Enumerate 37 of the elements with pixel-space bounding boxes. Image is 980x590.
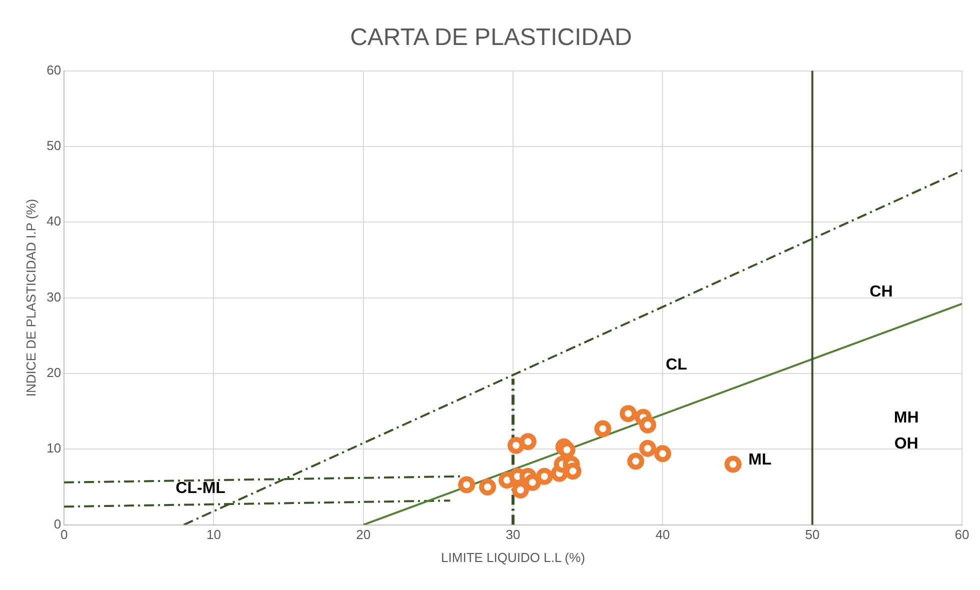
chart-title: CARTA DE PLASTICIDAD	[350, 24, 632, 52]
point	[458, 476, 476, 494]
annotation: ML	[748, 451, 772, 468]
annotation: CH	[870, 283, 893, 300]
point	[508, 436, 525, 454]
x-tick-label: 60	[954, 527, 970, 542]
y-tick-label: 30	[46, 289, 62, 304]
y-tick-label: 60	[46, 62, 62, 78]
point	[639, 440, 656, 457]
y-tick-label: 0	[54, 516, 62, 532]
annotation: MH	[894, 410, 919, 427]
point	[536, 468, 553, 485]
y-axis-title: INDICE DE PLASTICIDAD I.P (%)	[23, 198, 38, 397]
point	[479, 478, 496, 496]
point	[724, 456, 742, 473]
point	[627, 452, 644, 470]
point	[512, 481, 530, 498]
point	[620, 405, 637, 422]
point	[524, 474, 541, 491]
x-tick-label: 40	[655, 527, 670, 542]
point	[594, 420, 612, 438]
annotation: OH	[894, 435, 918, 452]
x-tick-label: 10	[206, 527, 221, 542]
annotation: CL-ML	[176, 480, 226, 497]
x-tick-label: 50	[805, 527, 820, 542]
point	[654, 445, 672, 462]
x-axis-title: LIMITE LIQUIDO L.L (%)	[441, 550, 586, 565]
y-tick-label: 10	[46, 440, 62, 456]
x-tick-label: 20	[356, 527, 371, 542]
x-tick-label: 30	[506, 527, 520, 542]
annotation: CL	[666, 356, 688, 374]
point	[558, 441, 576, 458]
point	[639, 416, 656, 434]
y-tick-label: 20	[46, 365, 62, 380]
y-tick-label: 40	[46, 214, 62, 229]
y-tick-label: 50	[46, 138, 62, 154]
point	[519, 433, 536, 450]
